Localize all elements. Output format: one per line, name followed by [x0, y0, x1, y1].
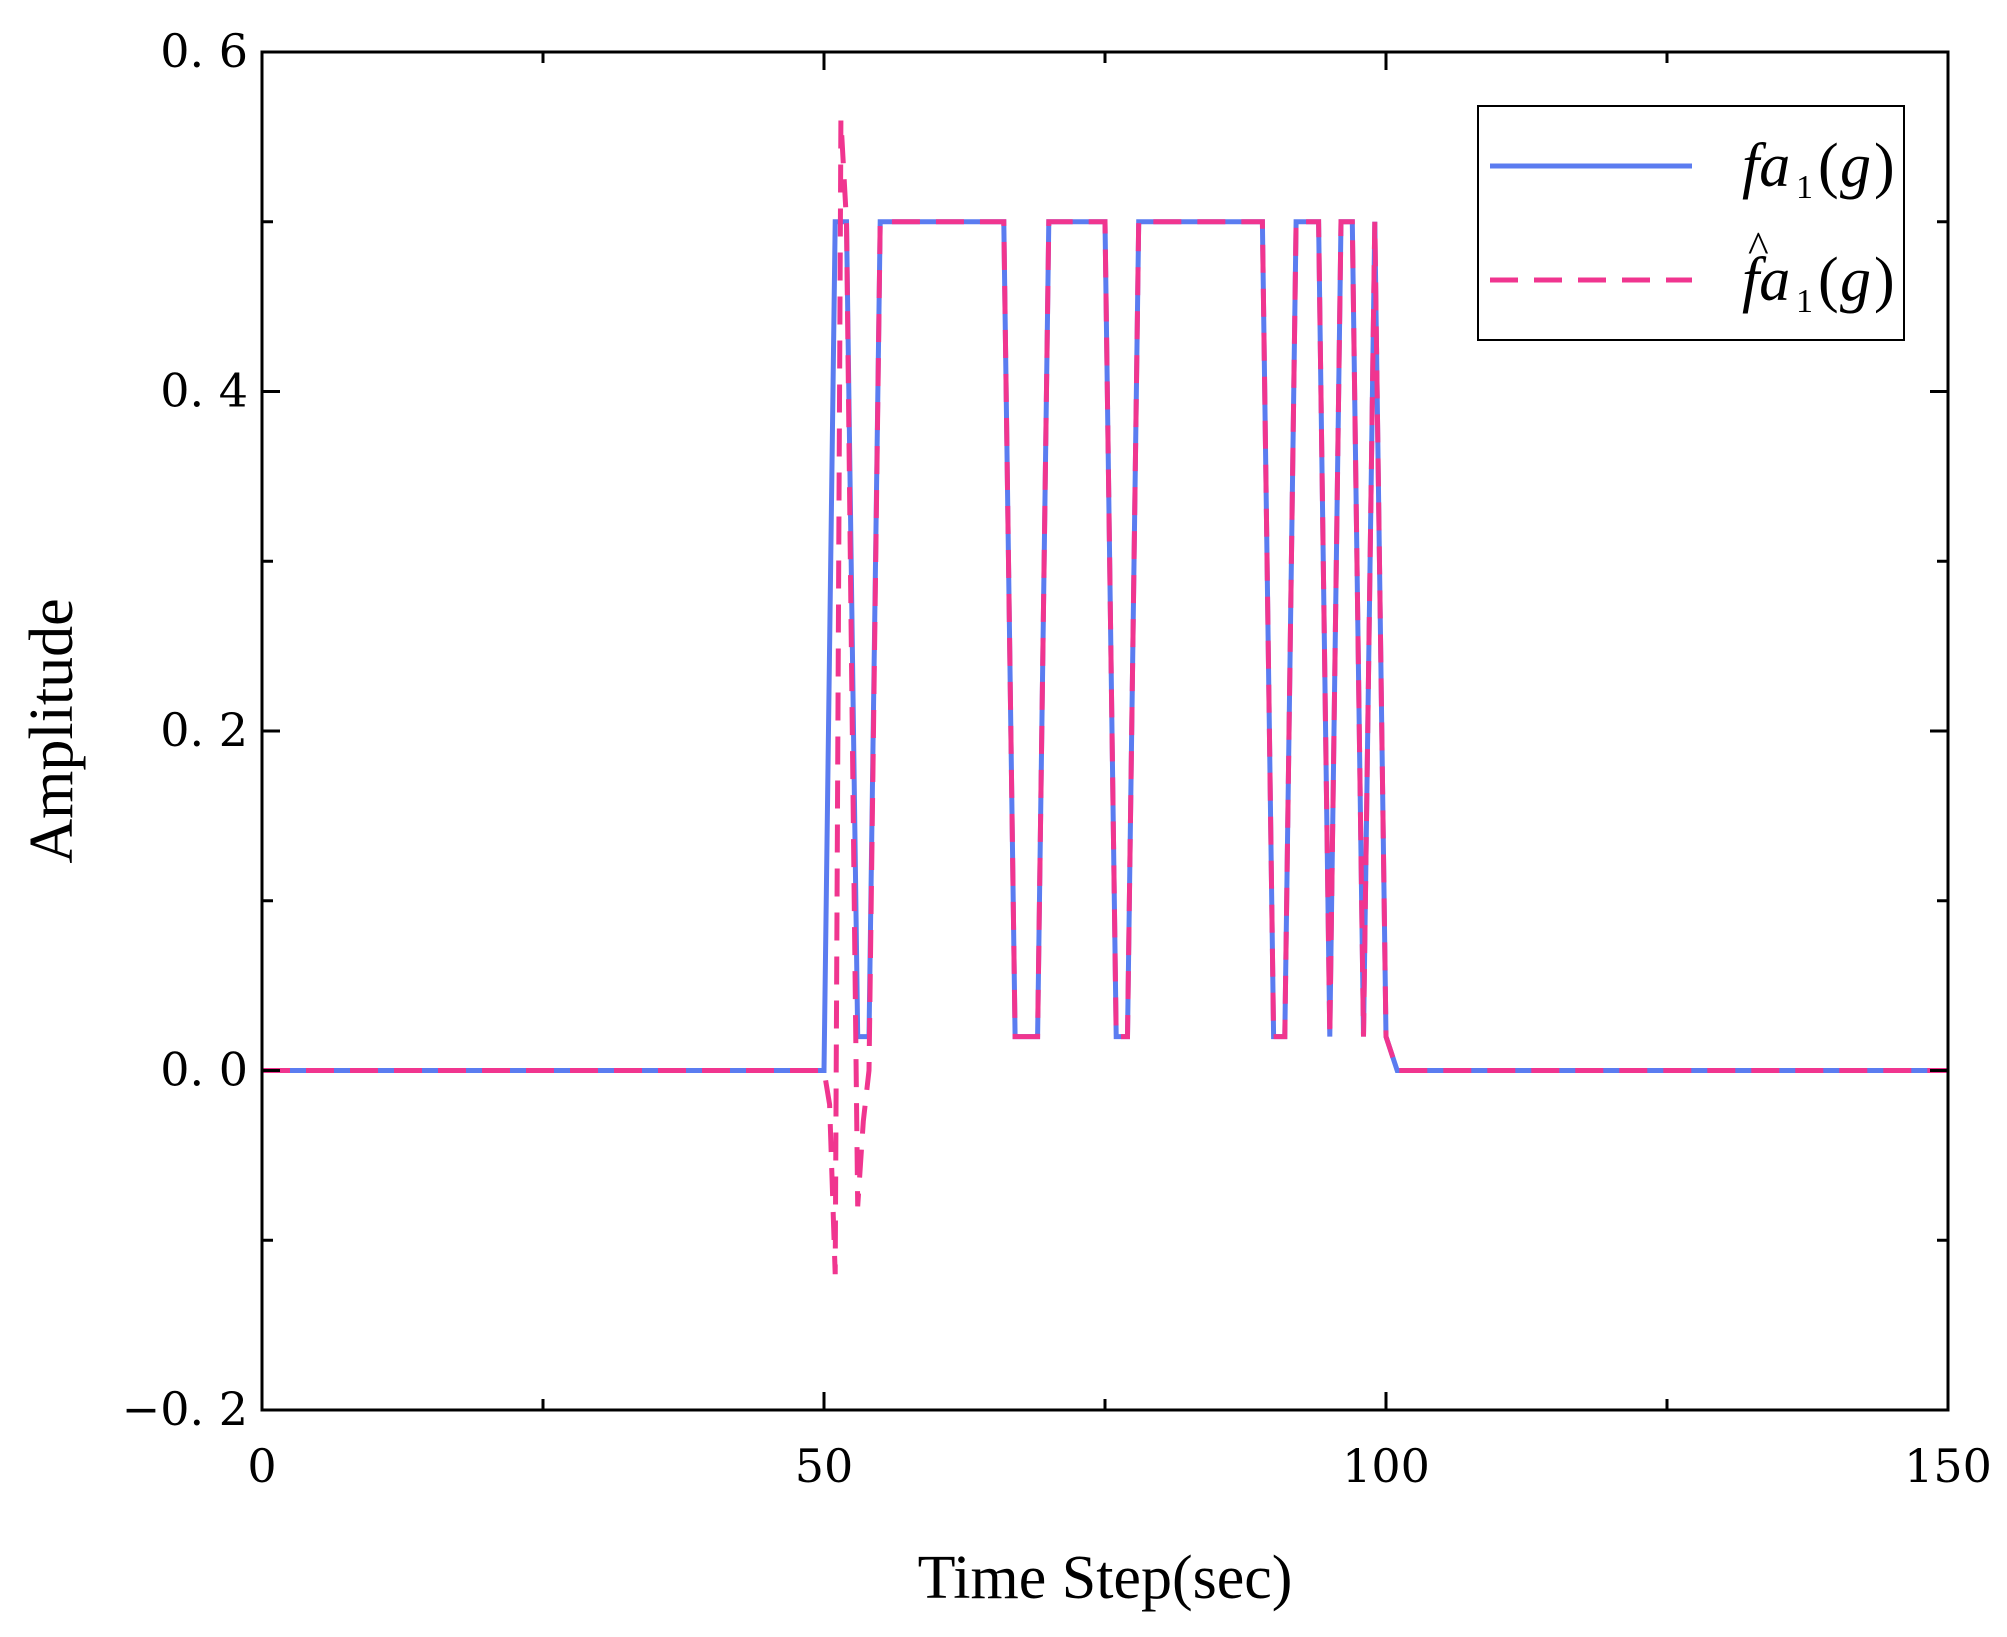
svg-text:1: 1: [1796, 283, 1813, 320]
svg-text:): ): [1874, 246, 1895, 314]
svg-text:1: 1: [1796, 169, 1813, 206]
series-line-fa1-hat: [262, 119, 1948, 1275]
legend-label-fa1: fa 1 ( g ): [1742, 132, 1895, 206]
x-tick-label: 150: [1904, 1439, 1992, 1493]
x-tick-label: 0: [247, 1439, 276, 1493]
x-tick-label: 100: [1342, 1439, 1430, 1493]
svg-text:fa: fa: [1742, 132, 1790, 200]
series-layer: [262, 119, 1948, 1275]
y-tick-label: 0. 4: [160, 364, 248, 418]
svg-text:(: (: [1818, 246, 1839, 314]
svg-text:fa: fa: [1742, 246, 1790, 314]
legend: fa 1 ( g ) fa ^ 1 ( g ): [1477, 105, 1905, 341]
legend-label-fa1-hat: fa ^ 1 ( g ): [1742, 223, 1895, 320]
svg-text:g: g: [1840, 132, 1871, 200]
ticks-layer: 0 50 100 150 −0. 2 0. 0 0. 2 0. 4 0. 6: [122, 24, 1992, 1493]
legend-box: [1477, 105, 1905, 341]
svg-text:^: ^: [1748, 223, 1769, 272]
x-tick-label: 50: [795, 1439, 854, 1493]
y-tick-label: 0. 2: [160, 703, 248, 757]
y-tick-label: 0. 0: [160, 1043, 248, 1097]
y-tick-label: −0. 2: [122, 1382, 248, 1436]
x-axis-title: Time Step(sec): [918, 1544, 1293, 1612]
y-axis-title: Amplitude: [18, 598, 86, 863]
svg-text:g: g: [1840, 246, 1871, 314]
y-tick-label: 0. 6: [160, 24, 248, 78]
svg-text:): ): [1874, 132, 1895, 200]
svg-text:(: (: [1818, 132, 1839, 200]
